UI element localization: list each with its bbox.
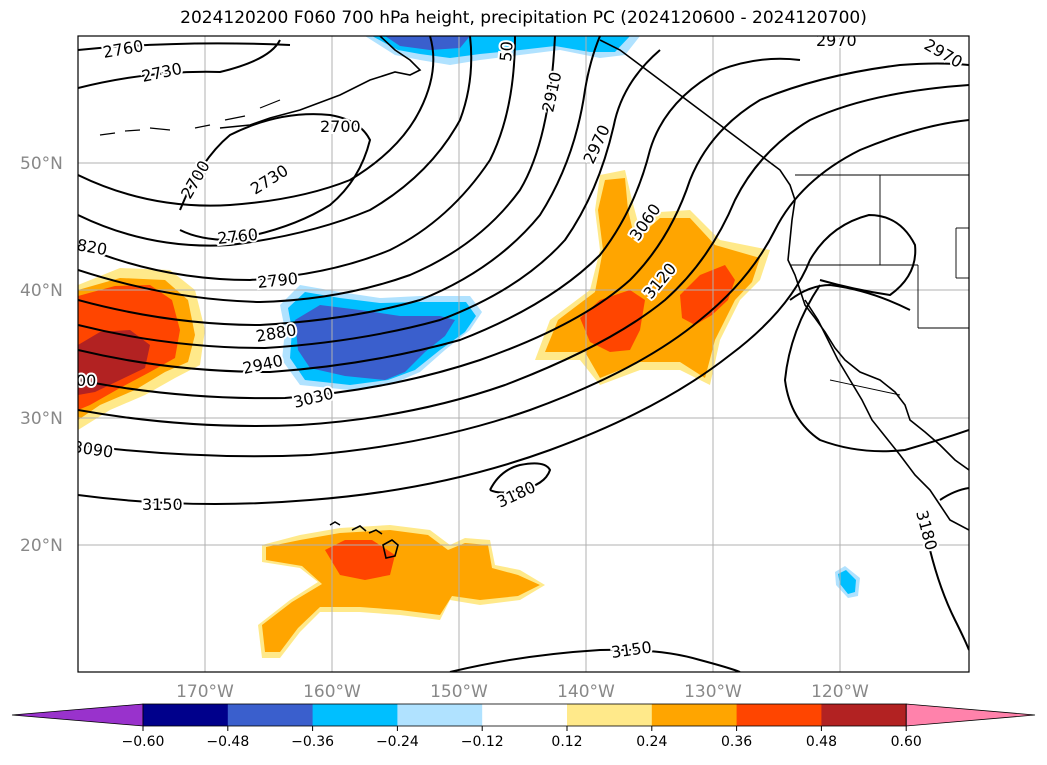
colorbar-outline: [142, 703, 907, 727]
contour-label: 2700: [320, 117, 361, 136]
colorbar-tick-label: −0.24: [376, 734, 419, 750]
longitude-labels: 170°W 160°W 150°W 140°W 130°W 120°W: [176, 682, 869, 702]
contour-label: 2760: [216, 225, 258, 248]
aleutian-islands: [99, 99, 281, 136]
graticule: [78, 36, 969, 672]
contour-label: 00: [76, 371, 96, 390]
colorbar-tick-label: 0.48: [806, 734, 837, 750]
map-frame: [77, 35, 970, 673]
lat-label-40n: 40°N: [20, 281, 63, 301]
precip-pos-northeast: [535, 170, 770, 385]
colorbar-segment: [651, 704, 738, 726]
colorbar-segment: [482, 704, 568, 726]
colorbar-tick-label: 0.12: [551, 734, 582, 750]
colorbar-tick-label: −0.60: [122, 734, 165, 750]
lon-label-160w: 160°W: [303, 682, 361, 702]
colorbar-tick-label: 0.36: [721, 734, 752, 750]
colorbar-segment: [821, 704, 907, 726]
colorbar-tick-label: −0.12: [461, 734, 504, 750]
contour-label: 3150: [142, 495, 183, 514]
lon-label-140w: 140°W: [557, 682, 615, 702]
colorbar-segment: [312, 704, 398, 726]
lon-label-150w: 150°W: [430, 682, 488, 702]
lon-label-170w: 170°W: [176, 682, 234, 702]
colorbar-extend-high: [905, 703, 1036, 727]
colorbar: −0.60 −0.48 −0.36 −0.24 −0.12 0.12 0.24 0.36 0.4…: [11, 703, 1036, 750]
height-contours: [78, 36, 969, 672]
lon-label-120w: 120°W: [811, 682, 869, 702]
colorbar-segment: [397, 704, 483, 726]
chart-title: 2024120200 F060 700 hPa height, precipit…: [180, 8, 867, 28]
lat-label-50n: 50°N: [20, 154, 63, 174]
borders: [790, 174, 969, 396]
contour-label: 50: [496, 40, 517, 62]
colorbar-tick-label: 0.60: [891, 734, 922, 750]
colorbar-tick-label: −0.36: [291, 734, 334, 750]
precip-neg-small: [835, 566, 860, 598]
contour-label: 2970: [816, 31, 857, 50]
coastlines: [219, 36, 969, 559]
lon-label-130w: 130°W: [684, 682, 742, 702]
lat-label-20n: 20°N: [20, 536, 63, 556]
colorbar-segment: [227, 704, 314, 726]
latitude-labels: 50°N 40°N 30°N 20°N: [20, 154, 63, 556]
colorbar-tick-label: 0.24: [636, 734, 667, 750]
colorbar-tick-label: −0.48: [206, 734, 249, 750]
colorbar-segment: [143, 704, 229, 726]
lat-label-30n: 30°N: [20, 409, 63, 429]
map-plot-area: 2760 2730 2700 2730 2700 2760 2790 2880 …: [76, 31, 969, 672]
precip-neg-central: [280, 285, 482, 390]
colorbar-segment: [567, 704, 653, 726]
colorbar-extend-low: [11, 703, 144, 727]
colorbar-segment: [736, 704, 822, 726]
